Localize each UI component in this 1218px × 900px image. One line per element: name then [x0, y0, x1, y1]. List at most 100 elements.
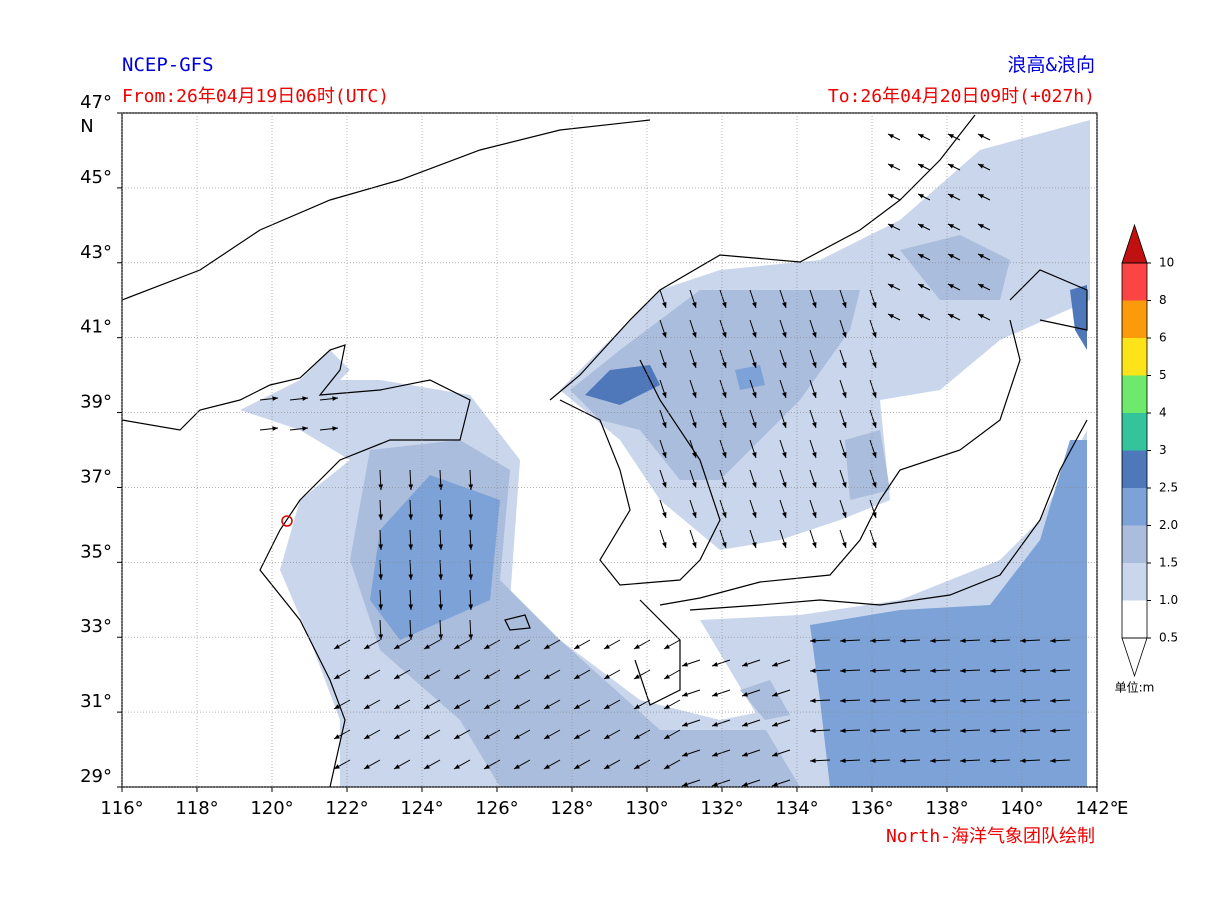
- arrow: [513, 639, 531, 650]
- arrow-head: [990, 638, 996, 644]
- lat-tick-label: 47°: [80, 92, 112, 113]
- arrow-head: [514, 644, 520, 649]
- arrow-head: [918, 314, 924, 319]
- arrow: [633, 669, 651, 680]
- arrow: [659, 349, 667, 369]
- arrow: [929, 758, 951, 764]
- arrow-head: [394, 704, 400, 709]
- arrow-head: [812, 542, 817, 548]
- arrow-head: [978, 194, 984, 199]
- arrow: [663, 639, 681, 650]
- arrow: [681, 719, 701, 727]
- arrow-head: [438, 574, 444, 580]
- arrow-head: [712, 662, 718, 667]
- arrow-head: [842, 392, 847, 398]
- arrow-head: [782, 392, 787, 398]
- arrow-head: [378, 514, 384, 520]
- arrow: [917, 223, 931, 231]
- lon-tick-label: 142°: [1075, 798, 1118, 819]
- arrow-head: [840, 668, 846, 674]
- arrow: [839, 469, 847, 489]
- arrow-head: [872, 542, 877, 548]
- arrow-head: [812, 422, 817, 428]
- arrow: [393, 729, 411, 740]
- arrow: [741, 719, 761, 727]
- arrow: [319, 396, 339, 401]
- arrow: [749, 349, 757, 369]
- arrow: [259, 396, 279, 401]
- arrow: [947, 283, 961, 291]
- arrow: [809, 349, 817, 369]
- arrow: [363, 699, 381, 710]
- arrow: [333, 699, 351, 710]
- arrow: [929, 668, 951, 674]
- arrow-head: [918, 284, 924, 289]
- map-frame: 116° 118° 120° 122° 124° 126° 128° 130° 132° 134°…: [80, 92, 1128, 819]
- arrow-head: [960, 698, 966, 704]
- arrow: [989, 728, 1011, 734]
- lat-tick-label: 31°: [80, 691, 112, 712]
- arrow: [659, 289, 667, 309]
- arrow-head: [634, 704, 640, 709]
- arrow: [681, 689, 701, 697]
- arrow-head: [722, 422, 727, 428]
- arrow: [573, 669, 591, 680]
- arrow-head: [870, 758, 876, 764]
- arrow: [289, 396, 309, 401]
- arrow-head: [662, 362, 667, 368]
- arrow-head: [634, 764, 640, 769]
- arrow-head: [888, 134, 894, 139]
- arrow-head: [334, 734, 340, 739]
- arrow: [633, 729, 651, 740]
- arrow-head: [960, 668, 966, 674]
- arrow: [899, 698, 921, 704]
- arrow-head: [752, 332, 757, 338]
- arrow: [483, 639, 501, 650]
- arrow: [1019, 638, 1041, 644]
- arrow: [453, 669, 471, 680]
- arrow: [989, 668, 1011, 674]
- arrow: [453, 699, 471, 710]
- arrow: [929, 728, 951, 734]
- lon-tick-label: 126°: [475, 798, 518, 819]
- arrow-head: [782, 302, 787, 308]
- arrow-head: [812, 392, 817, 398]
- arrow-head: [722, 452, 727, 458]
- arrow-head: [468, 544, 474, 550]
- colorbar-unit: 单位:m: [1115, 680, 1155, 695]
- arrow-head: [364, 734, 370, 739]
- arrow-head: [772, 782, 778, 787]
- arrow-head: [948, 164, 954, 169]
- arrow: [573, 699, 591, 710]
- lat-tick-label: 43°: [80, 242, 112, 263]
- arrow: [749, 529, 757, 549]
- arrow: [408, 499, 414, 521]
- arrow-head: [302, 426, 308, 431]
- arrow: [947, 223, 961, 231]
- arrow-head: [742, 782, 748, 787]
- arrow-head: [900, 758, 906, 764]
- arrow: [809, 319, 817, 339]
- arrow: [771, 749, 791, 757]
- arrow: [839, 728, 861, 734]
- arrow: [839, 289, 847, 309]
- arrow: [869, 529, 877, 549]
- arrow: [917, 133, 931, 141]
- arrow: [741, 659, 761, 667]
- arrow-head: [332, 426, 338, 431]
- arrow-head: [484, 734, 490, 739]
- arrow: [1019, 728, 1041, 734]
- colorbar-over: [1121, 223, 1148, 264]
- arrow-head: [722, 362, 727, 368]
- arrow-head: [960, 728, 966, 734]
- arrow-head: [364, 674, 370, 679]
- arrow-head: [378, 574, 384, 580]
- lat-tick-label: 41°: [80, 317, 112, 338]
- arrow: [543, 669, 561, 680]
- to-time: To:26年04月20日09时(+027h): [828, 86, 1095, 107]
- arrow: [423, 669, 441, 680]
- arrow: [869, 289, 877, 309]
- arrow: [543, 639, 561, 650]
- arrow: [809, 289, 817, 309]
- arrow-head: [782, 362, 787, 368]
